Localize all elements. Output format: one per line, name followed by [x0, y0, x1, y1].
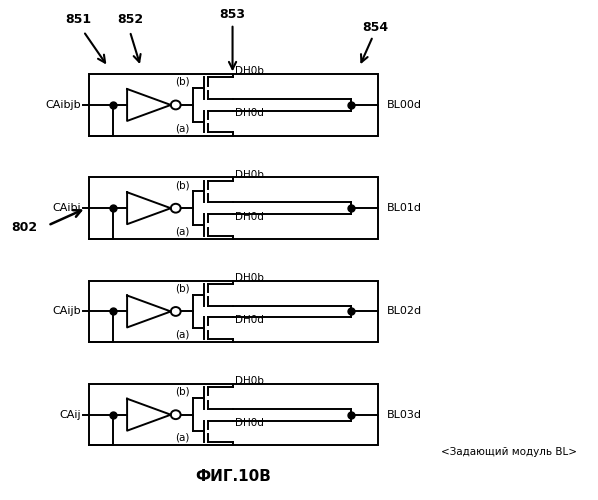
- Text: (a): (a): [176, 226, 190, 236]
- Text: 802: 802: [11, 222, 37, 234]
- Bar: [89, 384, 379, 446]
- Text: (a): (a): [176, 123, 190, 133]
- Text: 854: 854: [362, 20, 389, 34]
- Text: DH0b: DH0b: [235, 170, 264, 179]
- Bar: [89, 280, 379, 342]
- Text: BL02d: BL02d: [387, 306, 422, 316]
- Text: DH0b: DH0b: [235, 376, 264, 386]
- Text: DH0d: DH0d: [235, 108, 264, 118]
- Text: (a): (a): [176, 433, 190, 443]
- Text: DH0b: DH0b: [235, 273, 264, 283]
- Text: CAijb: CAijb: [52, 306, 81, 316]
- Text: (b): (b): [175, 386, 190, 396]
- Text: 851: 851: [65, 14, 91, 26]
- Text: (b): (b): [175, 180, 190, 190]
- Text: BL03d: BL03d: [387, 410, 422, 420]
- Text: BL01d: BL01d: [387, 203, 422, 213]
- Text: 853: 853: [219, 8, 246, 22]
- Text: BL00d: BL00d: [387, 100, 422, 110]
- Text: DH0d: DH0d: [235, 315, 264, 325]
- Text: CAibjb: CAibjb: [45, 100, 81, 110]
- Text: DH0b: DH0b: [235, 66, 264, 76]
- Text: (b): (b): [175, 284, 190, 294]
- Text: DH0d: DH0d: [235, 418, 264, 428]
- Bar: [89, 178, 379, 239]
- Text: CAibj: CAibj: [52, 203, 81, 213]
- Text: <Задающий модуль BL>: <Задающий модуль BL>: [441, 446, 577, 456]
- Text: (b): (b): [175, 77, 190, 87]
- Text: DH0d: DH0d: [235, 212, 264, 222]
- Text: ФИГ.10В: ФИГ.10В: [196, 468, 271, 483]
- Text: 852: 852: [117, 14, 143, 26]
- Bar: [89, 74, 379, 136]
- Text: (a): (a): [176, 330, 190, 340]
- Text: CAij: CAij: [59, 410, 81, 420]
